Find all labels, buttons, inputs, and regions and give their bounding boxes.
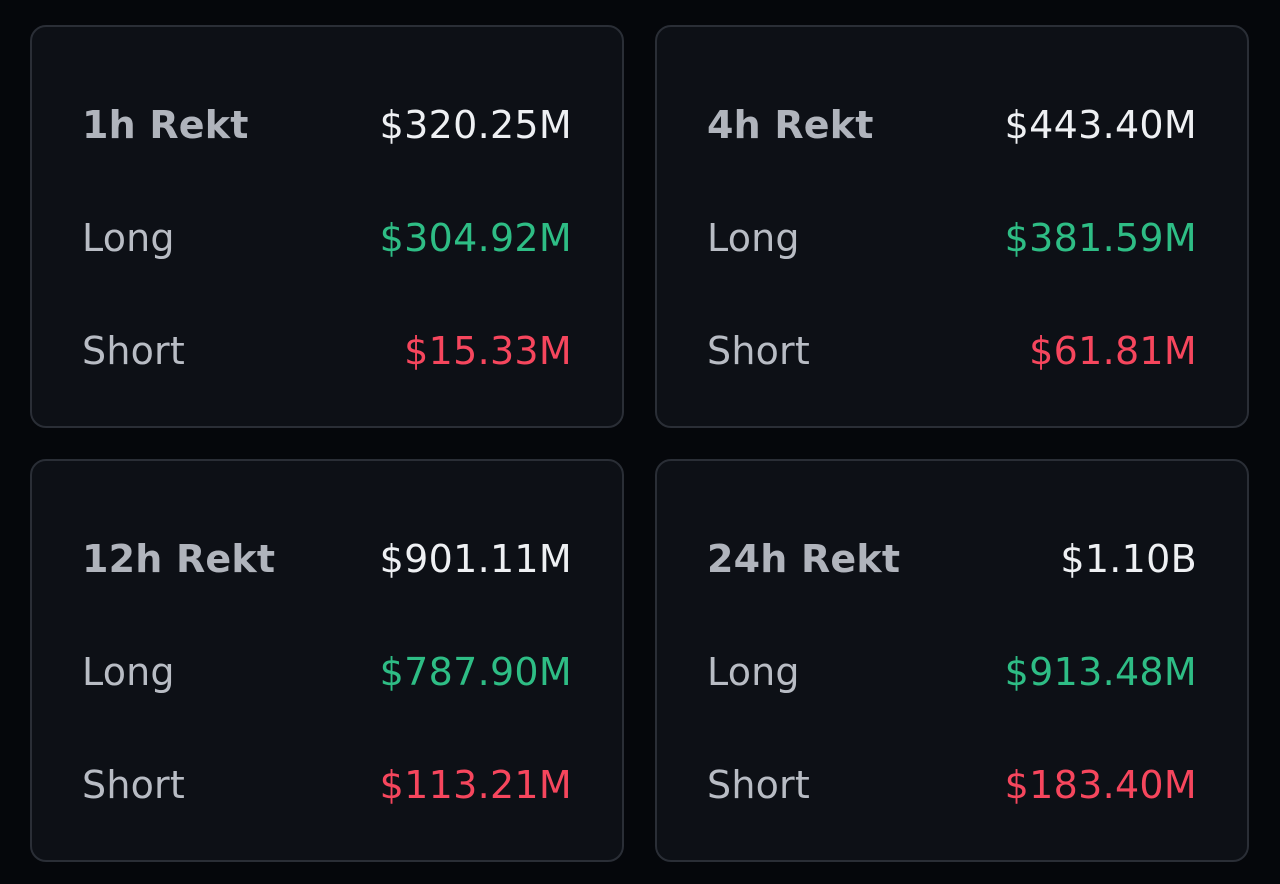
long-label: Long [82, 216, 175, 260]
total-value: $443.40M [1004, 103, 1197, 147]
card-title: 12h Rekt [82, 537, 276, 581]
long-value: $304.92M [379, 216, 572, 260]
card-title: 24h Rekt [707, 537, 901, 581]
long-label: Long [707, 650, 800, 694]
long-value: $381.59M [1004, 216, 1197, 260]
long-value: $913.48M [1004, 650, 1197, 694]
short-label: Short [707, 763, 810, 807]
total-row: 24h Rekt $1.10B [707, 534, 1197, 584]
short-value: $183.40M [1004, 763, 1197, 807]
long-row: Long $304.92M [82, 213, 572, 263]
short-label: Short [82, 329, 185, 373]
short-row: Short $113.21M [82, 760, 572, 810]
long-row: Long $381.59M [707, 213, 1197, 263]
rekt-card-24h: 24h Rekt $1.10B Long $913.48M Short $183… [655, 459, 1249, 862]
short-row: Short $15.33M [82, 326, 572, 376]
short-row: Short $183.40M [707, 760, 1197, 810]
total-row: 4h Rekt $443.40M [707, 100, 1197, 150]
long-label: Long [707, 216, 800, 260]
total-row: 12h Rekt $901.11M [82, 534, 572, 584]
total-value: $901.11M [379, 537, 572, 581]
short-label: Short [82, 763, 185, 807]
rekt-card-4h: 4h Rekt $443.40M Long $381.59M Short $61… [655, 25, 1249, 428]
short-label: Short [707, 329, 810, 373]
card-title: 1h Rekt [82, 103, 249, 147]
long-label: Long [82, 650, 175, 694]
rekt-card-12h: 12h Rekt $901.11M Long $787.90M Short $1… [30, 459, 624, 862]
short-row: Short $61.81M [707, 326, 1197, 376]
rekt-card-1h: 1h Rekt $320.25M Long $304.92M Short $15… [30, 25, 624, 428]
total-value: $1.10B [1060, 537, 1197, 581]
card-title: 4h Rekt [707, 103, 874, 147]
short-value: $61.81M [1029, 329, 1197, 373]
long-row: Long $913.48M [707, 647, 1197, 697]
total-value: $320.25M [379, 103, 572, 147]
total-row: 1h Rekt $320.25M [82, 100, 572, 150]
long-row: Long $787.90M [82, 647, 572, 697]
short-value: $15.33M [404, 329, 572, 373]
short-value: $113.21M [379, 763, 572, 807]
long-value: $787.90M [379, 650, 572, 694]
